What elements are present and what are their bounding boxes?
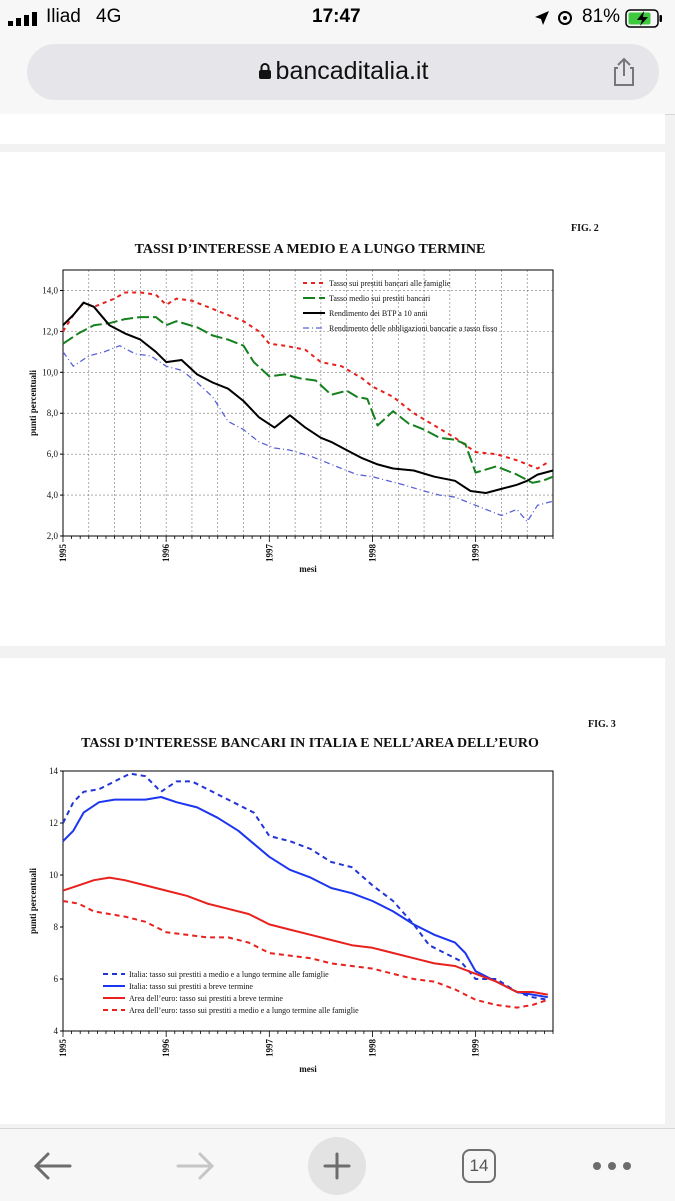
y-tick-label: 10,0 [42, 367, 58, 377]
location-arrow-icon [535, 11, 549, 25]
battery-percent: 81% [582, 6, 621, 27]
share-icon[interactable] [609, 57, 639, 87]
y-tick-label: 12 [49, 818, 58, 828]
more-menu-icon[interactable] [592, 1161, 632, 1171]
figure-label: FIG. 3 [588, 719, 616, 730]
browser-toolbar: 14 [0, 1128, 675, 1201]
legend-label: Rendimento delle obbligazioni bancarie a… [329, 324, 497, 333]
y-tick-label: 6,0 [47, 449, 59, 459]
document-page-fig3: FIG. 3 TASSI D’INTERESSE BANCARI IN ITAL… [0, 658, 665, 1124]
y-tick-label: 14,0 [42, 285, 58, 295]
browser-address-area: bancaditalia.it [0, 36, 675, 115]
x-tick-label: 1996 [161, 544, 171, 563]
status-bar: Iliad 4G 17:47 81% [0, 0, 675, 36]
series-line-3 [62, 876, 548, 996]
plot-frame [62, 269, 554, 537]
x-tick-label: 1999 [471, 1039, 481, 1058]
document-page-fig2: FIG. 2 TASSI D’INTERESSE A MEDIO E A LUN… [0, 152, 665, 646]
y-tick-label: 10 [49, 870, 59, 880]
signal-icon [8, 12, 37, 26]
orientation-lock-icon [558, 11, 572, 25]
x-tick-label: 1997 [264, 1039, 274, 1058]
series-line-4 [62, 345, 554, 523]
y-axis-label: punti percentuali [28, 867, 38, 934]
url-text: bancaditalia.it [275, 57, 429, 85]
x-axis-label: mesi [299, 564, 317, 574]
y-tick-label: 4,0 [47, 490, 59, 500]
series-line-3 [62, 301, 554, 494]
y-tick-label: 8 [54, 922, 59, 932]
legend-label: Area dell’euro: tasso sui prestiti a bre… [129, 994, 283, 1003]
address-bar[interactable]: bancaditalia.it [27, 44, 659, 100]
y-axis-label: punti percentuali [28, 369, 38, 436]
y-tick-label: 14 [49, 766, 59, 776]
y-tick-label: 2,0 [47, 531, 59, 541]
plus-icon [323, 1152, 351, 1180]
x-tick-label: 1995 [58, 544, 68, 563]
chart-title: TASSI D’INTERESSE A MEDIO E A LUNGO TERM… [134, 242, 486, 257]
series-line-4 [62, 900, 549, 1009]
x-tick-label: 1998 [367, 544, 377, 563]
chart-fig2: 2,0 4,0 6,0 8,0 10,0 12,0 14,0 1995 1996 1997 1998… [28, 269, 554, 574]
legend-label: Rendimento dei BTP a 10 anni [329, 309, 428, 318]
lock-icon [258, 63, 271, 79]
chart-title: TASSI D’INTERESSE BANCARI IN ITALIA E NE… [81, 736, 539, 751]
series-line-1 [62, 772, 548, 1001]
series-line-1 [62, 291, 549, 470]
x-tick-label: 1999 [471, 544, 481, 563]
carrier-name: Iliad [46, 6, 81, 27]
legend-label: Area dell’euro: tasso sui prestiti a med… [129, 1006, 359, 1015]
legend-label: Tasso sui prestiti bancari alle famiglie [329, 279, 451, 288]
legend-label: Tasso medio sui prestiti bancari [329, 294, 431, 303]
series-line-2 [62, 796, 548, 999]
x-tick-label: 1996 [161, 1039, 171, 1058]
back-arrow-icon[interactable] [32, 1151, 72, 1181]
y-tick-label: 6 [54, 974, 59, 984]
y-tick-label: 12,0 [42, 326, 58, 336]
y-tick-label: 8,0 [47, 408, 59, 418]
x-tick-label: 1998 [367, 1039, 377, 1058]
plot-frame [62, 770, 554, 1032]
x-tick-label: 1997 [264, 544, 274, 563]
forward-arrow-icon[interactable] [176, 1151, 216, 1181]
legend-label: Italia: tasso sui prestiti a breve termi… [129, 982, 253, 991]
y-tick-label: 4 [54, 1026, 59, 1036]
url-display[interactable]: bancaditalia.it [27, 57, 659, 86]
clock: 17:47 [312, 6, 361, 27]
tab-switcher-button[interactable]: 14 [462, 1149, 496, 1183]
x-tick-label: 1995 [58, 1039, 68, 1058]
document-page-previous [0, 114, 665, 144]
chart-fig3: 4 6 8 10 12 14 1995 1996 1997 1998 1999 mesi punti p… [28, 766, 554, 1074]
figure-label: FIG. 2 [571, 223, 599, 234]
x-axis-label: mesi [299, 1064, 317, 1074]
network-type: 4G [96, 6, 122, 27]
legend-label: Italia: tasso sui prestiti a medio e a l… [129, 970, 329, 979]
series-line-2 [62, 316, 554, 484]
new-tab-button[interactable] [308, 1137, 366, 1195]
battery-charging-icon [625, 9, 662, 28]
